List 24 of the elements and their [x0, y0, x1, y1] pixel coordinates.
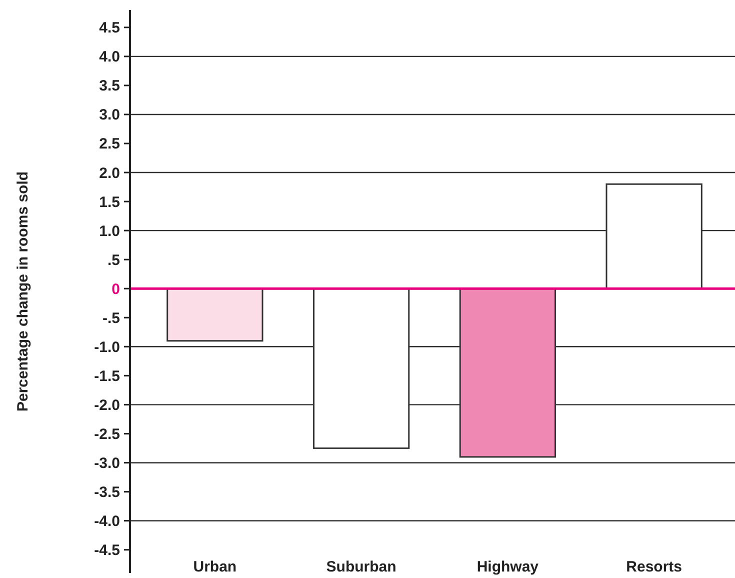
y-axis-title: Percentage change in rooms sold	[14, 171, 32, 412]
x-tick-label: Resorts	[626, 558, 682, 576]
y-tick-label: 4.5	[99, 20, 120, 37]
y-tick-label: -3.0	[94, 454, 120, 472]
y-tick-label: 3.0	[99, 106, 120, 124]
y-tick-label: 4.0	[99, 48, 120, 66]
y-tick-label: -2.5	[94, 426, 120, 443]
y-tick-label: 1.0	[99, 222, 120, 240]
y-tick-label: 1.5	[99, 194, 120, 211]
y-tick-label: -4.0	[94, 513, 120, 530]
y-tick-label: -.5	[102, 310, 120, 327]
y-tick-label: 2.0	[99, 164, 120, 182]
y-tick-label: 2.5	[99, 136, 120, 153]
x-tick-label: Highway	[476, 558, 540, 576]
y-tick-label: .5	[107, 252, 120, 269]
y-tick-label: 3.5	[99, 78, 120, 95]
y-tick-label: -2.0	[94, 396, 120, 414]
x-tick-label: Urban	[193, 558, 237, 576]
y-tick-label: -1.5	[94, 368, 120, 385]
y-tick-label: -1.0	[94, 338, 120, 356]
x-tick-label: Suburban	[326, 558, 396, 576]
y-tick-label: 0	[112, 280, 120, 298]
y-tick-label: -3.5	[94, 484, 120, 501]
y-tick-label: -4.5	[94, 542, 120, 560]
